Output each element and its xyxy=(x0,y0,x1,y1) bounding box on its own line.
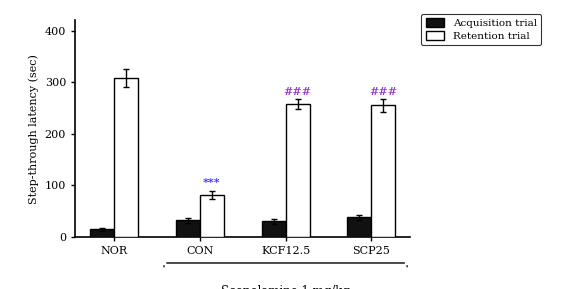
Bar xyxy=(114,78,138,237)
Text: ***: *** xyxy=(203,177,221,188)
Text: ###: ### xyxy=(369,86,397,97)
Bar xyxy=(176,221,200,237)
Text: ###: ### xyxy=(283,86,312,97)
Bar xyxy=(347,217,371,237)
Bar xyxy=(200,195,224,237)
Bar xyxy=(262,221,286,237)
Bar xyxy=(286,104,310,237)
Legend: Acquisition trial, Retention trial: Acquisition trial, Retention trial xyxy=(421,14,541,45)
Bar xyxy=(371,105,395,237)
Bar xyxy=(90,229,114,237)
Y-axis label: Step-through latency (sec): Step-through latency (sec) xyxy=(29,54,39,203)
Text: Scopolamine 1 mg/kg: Scopolamine 1 mg/kg xyxy=(221,285,350,289)
